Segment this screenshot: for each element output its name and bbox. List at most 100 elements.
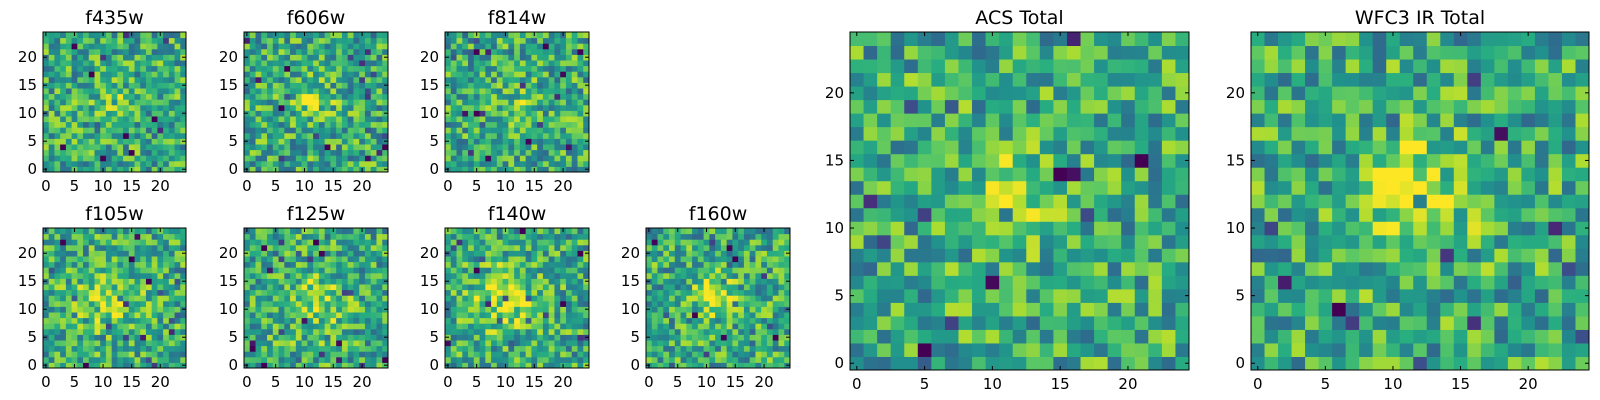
heatmap-cell bbox=[542, 48, 550, 55]
heatmap-cell bbox=[54, 328, 61, 335]
heatmap-cell bbox=[703, 278, 710, 285]
heatmap-cell bbox=[537, 144, 544, 151]
heatmap-cell bbox=[958, 221, 973, 236]
heatmap-cell bbox=[772, 228, 779, 235]
heatmap-cell bbox=[692, 284, 699, 291]
heatmap-cell bbox=[1039, 167, 1054, 182]
heatmap-cell bbox=[347, 272, 354, 279]
heatmap-cell bbox=[577, 160, 584, 167]
heatmap-cell bbox=[145, 99, 153, 106]
heatmap-cell bbox=[278, 54, 285, 61]
heatmap-cell bbox=[456, 278, 463, 285]
heatmap-cell bbox=[278, 71, 285, 78]
heatmap-cell bbox=[890, 221, 905, 236]
heatmap-cell bbox=[318, 362, 326, 369]
heatmap-cell bbox=[359, 300, 366, 307]
heatmap-cell bbox=[583, 233, 590, 240]
heatmap-cell bbox=[548, 32, 555, 39]
heatmap-cell bbox=[686, 351, 693, 358]
heatmap-cell bbox=[295, 166, 303, 173]
heatmap-cell bbox=[468, 239, 475, 246]
heatmap-cell bbox=[456, 233, 463, 240]
heatmap-cell bbox=[43, 284, 50, 291]
heatmap-cell bbox=[83, 306, 90, 313]
heatmap-cell bbox=[347, 71, 354, 78]
heatmap-cell bbox=[318, 127, 326, 134]
heatmap-cell bbox=[450, 99, 458, 106]
heatmap-cell bbox=[519, 121, 527, 128]
heatmap-cell bbox=[330, 60, 337, 67]
heatmap-cell bbox=[761, 345, 768, 352]
heatmap-cell bbox=[491, 149, 498, 156]
heatmap-cell bbox=[904, 275, 919, 290]
heatmap-cell bbox=[255, 65, 262, 72]
heatmap-cell bbox=[565, 121, 573, 128]
heatmap-cell bbox=[88, 323, 95, 330]
heatmap-cell bbox=[267, 99, 274, 106]
heatmap-cell bbox=[772, 284, 779, 291]
heatmap-cell bbox=[249, 121, 257, 128]
heatmap-cell bbox=[537, 334, 544, 341]
heatmap-cell bbox=[674, 272, 682, 279]
heatmap-cell bbox=[456, 340, 463, 347]
heatmap-cell bbox=[958, 248, 973, 263]
heatmap-cell bbox=[904, 153, 919, 168]
heatmap-cell bbox=[766, 278, 774, 285]
heatmap-cell bbox=[295, 317, 303, 324]
heatmap-cell bbox=[445, 88, 452, 95]
heatmap-cell bbox=[376, 312, 383, 319]
heatmap-cell bbox=[134, 267, 141, 274]
heatmap-cell bbox=[726, 345, 733, 352]
heatmap-cell bbox=[267, 110, 274, 117]
heatmap-cell bbox=[83, 88, 90, 95]
heatmap-cell bbox=[295, 345, 303, 352]
heatmap-cell bbox=[318, 328, 326, 335]
heatmap-cell bbox=[295, 312, 303, 319]
heatmap-cell bbox=[514, 256, 521, 263]
heatmap-cell bbox=[261, 362, 268, 369]
heatmap-cell bbox=[890, 329, 905, 344]
heatmap-cell bbox=[577, 328, 584, 335]
heatmap-cell bbox=[583, 88, 590, 95]
heatmap-cell bbox=[1175, 248, 1190, 263]
heatmap-cell bbox=[485, 250, 492, 257]
heatmap-cell bbox=[94, 351, 101, 358]
heatmap-cell bbox=[290, 295, 297, 302]
heatmap-cell bbox=[784, 233, 791, 240]
heatmap-cell bbox=[77, 121, 84, 128]
heatmap-cell bbox=[94, 65, 101, 72]
heatmap-cell bbox=[71, 239, 78, 246]
heatmap-cell bbox=[502, 345, 509, 352]
heatmap-cell bbox=[542, 37, 550, 44]
heatmap-cell bbox=[944, 356, 959, 371]
heatmap-cell bbox=[48, 284, 55, 291]
heatmap-cell bbox=[255, 356, 262, 363]
heatmap-cell bbox=[519, 317, 527, 324]
heatmap-cell bbox=[686, 323, 693, 330]
heatmap-cell bbox=[485, 121, 492, 128]
heatmap-cell bbox=[71, 300, 78, 307]
heatmap-cell bbox=[766, 312, 774, 319]
heatmap-cell bbox=[364, 76, 372, 83]
heatmap-cell bbox=[542, 71, 550, 78]
heatmap-cell bbox=[514, 60, 521, 67]
heatmap-cell bbox=[519, 116, 527, 123]
heatmap-cell bbox=[65, 356, 73, 363]
heatmap-cell bbox=[284, 356, 291, 363]
heatmap-cell bbox=[445, 239, 452, 246]
heatmap-cell bbox=[674, 250, 682, 257]
heatmap-cell bbox=[71, 284, 78, 291]
heatmap-cell bbox=[145, 340, 153, 347]
heatmap-cell bbox=[94, 261, 101, 268]
heatmap-cell bbox=[261, 351, 268, 358]
heatmap-cell bbox=[548, 351, 555, 358]
heatmap-cell bbox=[548, 43, 555, 50]
heatmap-cell bbox=[376, 306, 383, 313]
heatmap-cell bbox=[145, 278, 153, 285]
heatmap-cell bbox=[548, 93, 555, 100]
heatmap-cell bbox=[151, 149, 158, 156]
heatmap-cell bbox=[261, 256, 268, 263]
heatmap-cell bbox=[537, 110, 544, 117]
heatmap-cell bbox=[496, 306, 504, 313]
heatmap-cell bbox=[163, 132, 170, 139]
